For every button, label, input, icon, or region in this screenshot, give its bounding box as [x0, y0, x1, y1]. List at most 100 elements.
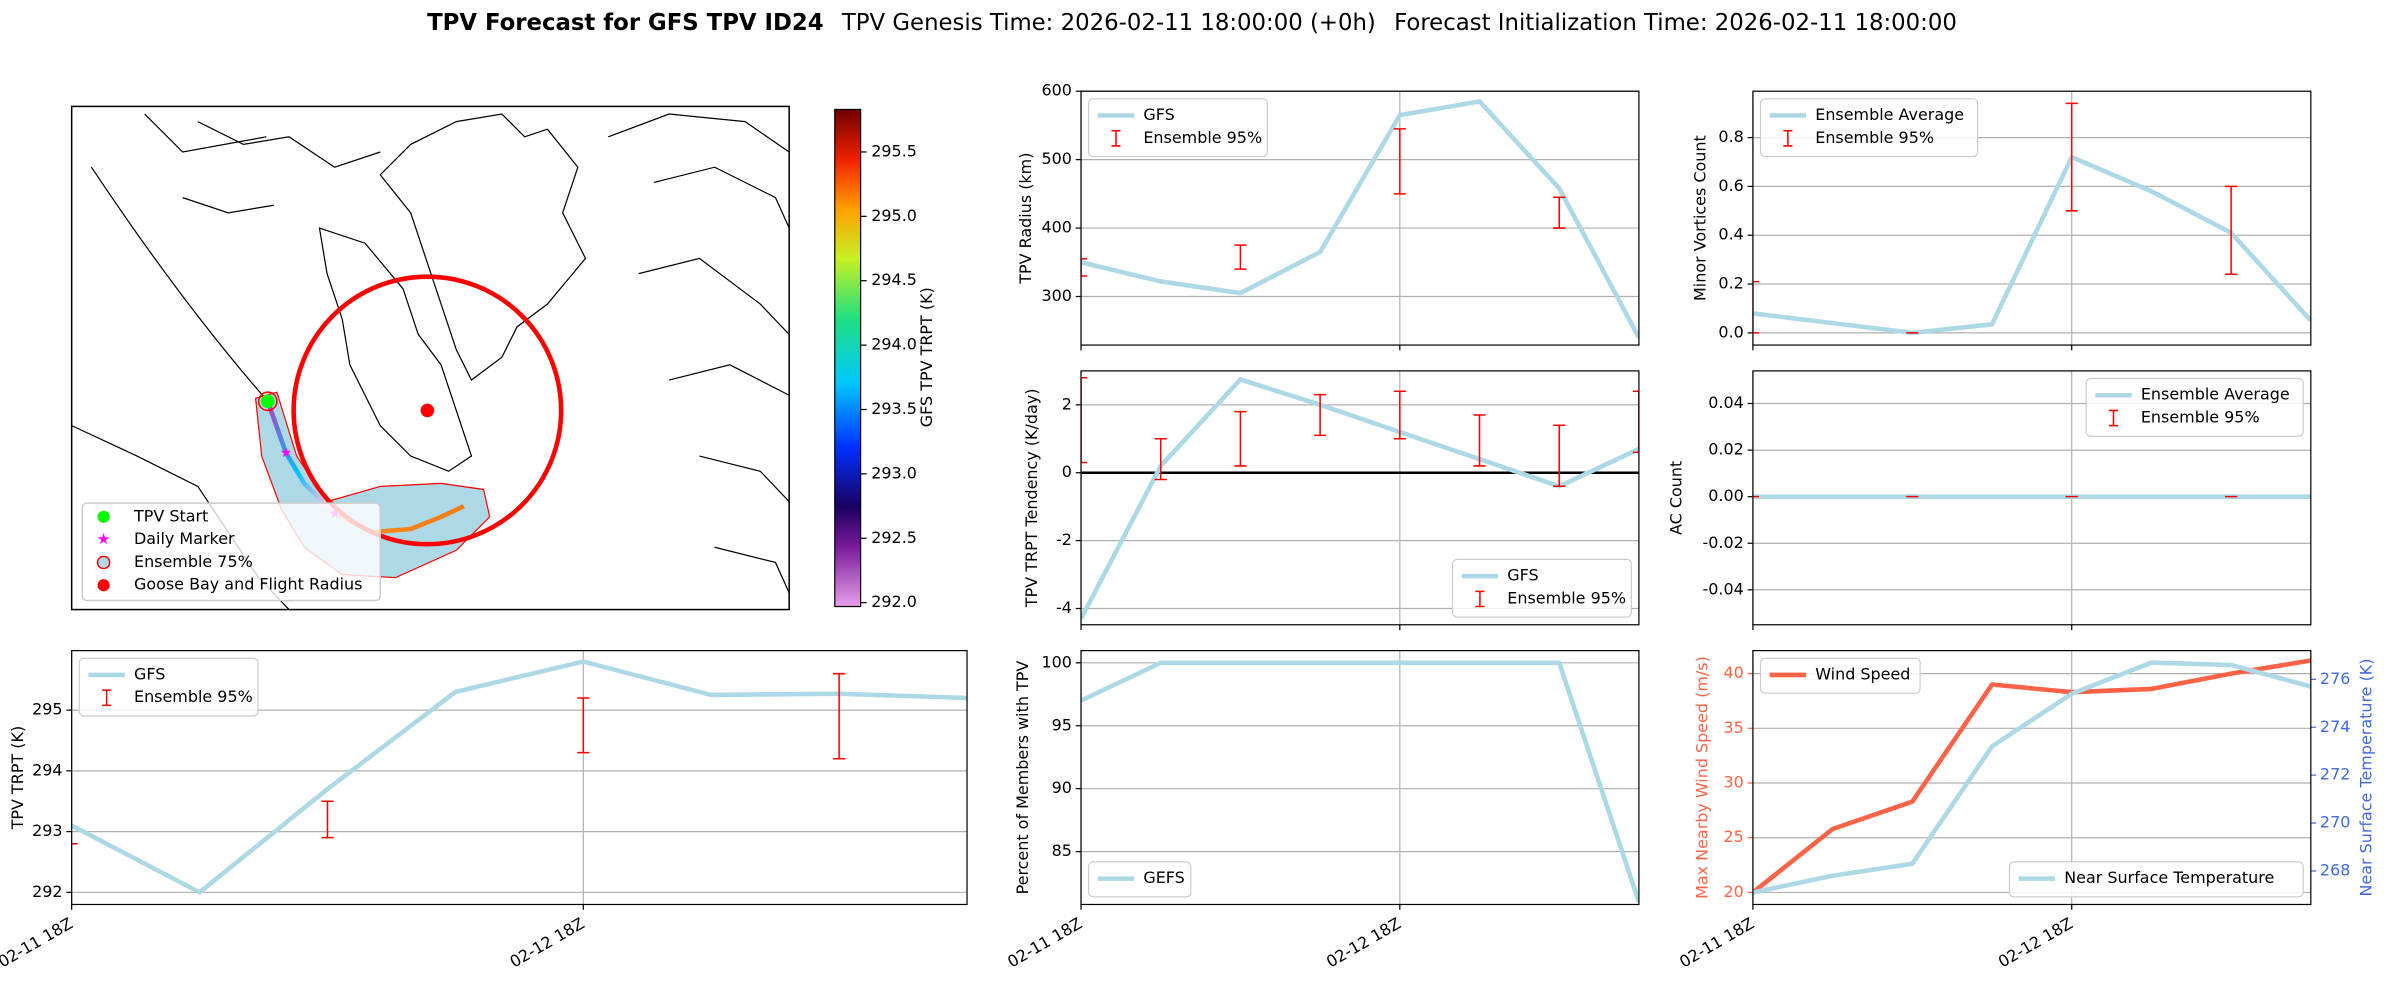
coastline [318, 227, 473, 472]
colorbar-tick-label: 293.5 [871, 399, 917, 418]
plot-frame [1080, 90, 1640, 346]
legend-marker [96, 555, 111, 570]
error-bar [833, 672, 846, 760]
colorbar-tick-label: 295.0 [871, 206, 917, 225]
plot-frame [1752, 90, 2312, 346]
legend [2008, 861, 2304, 898]
panel: 20 25 30 35 40 268 270 272 274 276 02-11 18Z 02-12 … [1676, 650, 2376, 972]
legend-label: GEFS [1143, 868, 1184, 887]
y-axis-label: TPV TRPT (K) [8, 726, 27, 831]
colorbar-tick-label: 292.0 [871, 592, 917, 611]
panel: 0.0 0.2 0.4 0.6 0.8 Minor Vortices Count Ensem… [1691, 90, 2312, 351]
y-tick-label: 500 [1041, 149, 1071, 168]
y-axis-label: Minor Vortices Count [1691, 135, 1710, 301]
y-tick-label: -2 [1056, 530, 1072, 549]
series-line [1081, 377, 1639, 620]
colorbar-tick-label: 294.0 [871, 335, 917, 354]
legend [1759, 98, 1979, 158]
x-tick-label: 02-12 18Z [1323, 914, 1404, 972]
y-axis-label: Percent of Members with TPV [1013, 661, 1032, 895]
x-tick-label: 02-11 18Z [0, 914, 76, 972]
map-legend [81, 502, 382, 602]
y-axis-label: TPV Radius (km) [1016, 153, 1035, 285]
error-bar [321, 800, 334, 839]
series-line [1752, 660, 2311, 895]
series-line [1081, 660, 1639, 903]
figure-title: TPV Forecast for GFS TPV ID24 TPV Genesis… [427, 9, 1957, 35]
legend-swatch [1783, 129, 1793, 147]
panel: 300 400 500 600 TPV Radius (km) GFS Ensemble 9… [1016, 81, 1640, 351]
colorbar-tick-label: 293.0 [871, 463, 917, 482]
legend-label: GFS [134, 664, 165, 683]
legend-label: Ensemble 95% [134, 687, 253, 706]
error-bar [1393, 128, 1406, 195]
y-tick-label: 0.4 [1718, 225, 1743, 244]
error-bar [1154, 438, 1167, 481]
y-tick-label: 292 [32, 882, 62, 901]
y-tick-label: 0.6 [1718, 176, 1743, 195]
y-tick-label: -0.02 [1703, 533, 1744, 552]
error-bar [1234, 244, 1247, 270]
series-line [1752, 154, 2311, 336]
x-tick-label: 02-11 18Z [1004, 914, 1085, 972]
goose-bay [420, 403, 435, 418]
y-tick-label: 300 [1041, 286, 1071, 305]
panel: 292 293 294 295 02-11 18Z 02-12 18Z TPV TRPT (… [0, 650, 968, 972]
x-tick-label: 02-12 18Z [506, 914, 587, 972]
title-init: Forecast Initialization Time: 2026-02-11… [1394, 9, 1957, 35]
legend-label: Ensemble Average [1815, 105, 1964, 124]
map: ★ ★ ★ TPV Start Daily Marker Ensemble 75… [70, 105, 936, 611]
error-bar [1553, 196, 1566, 229]
panel: 85 90 95 100 02-11 18Z 02-12 18Z Percent of Me… [1004, 650, 1640, 972]
y-tick-label: -4 [1056, 598, 1072, 617]
great-circle [144, 113, 267, 153]
y2-tick-label: 268 [2320, 860, 2350, 879]
plot-frame [1080, 370, 1640, 626]
error-bar [1314, 393, 1327, 437]
x-tick-label: 02-11 18Z [1676, 914, 1757, 972]
y-tick-label: 0.00 [1708, 486, 1744, 505]
error-bar [2065, 102, 2078, 212]
y2-tick-label: 270 [2320, 813, 2350, 832]
legend-label: Near Surface Temperature [2064, 868, 2274, 887]
y-tick-label: 0.04 [1708, 393, 1744, 412]
y-tick-label: 400 [1041, 218, 1071, 237]
colorbar-label: GFS TPV TRPT (K) [917, 287, 936, 427]
series-line [1752, 658, 2311, 895]
colorbar-tick-label: 295.5 [871, 141, 917, 160]
colorbar-tick-label: 292.5 [871, 528, 917, 547]
legend-swatch [1475, 590, 1485, 608]
y-tick-label: 0.2 [1718, 274, 1743, 293]
legend-label: Goose Bay and Flight Radius [134, 575, 363, 594]
error-bar [1081, 376, 1088, 464]
y-tick-label: 0.02 [1708, 440, 1744, 459]
error-bar [2225, 185, 2238, 276]
y-tick-label: 20 [1723, 882, 1743, 901]
error-bar [1393, 390, 1406, 440]
error-bar [577, 697, 590, 754]
legend-label: GFS [1507, 566, 1538, 585]
y-axis-label: AC Count [1666, 461, 1685, 535]
plot-frame [1080, 650, 1640, 906]
legend-marker [97, 579, 110, 592]
series-line [71, 659, 968, 895]
y-tick-label: 25 [1723, 827, 1743, 846]
legend-marker [97, 510, 110, 523]
x-tick-label: 02-12 18Z [1995, 914, 2076, 972]
great-circle [90, 166, 269, 402]
legend-label: Ensemble Average [2141, 385, 2290, 404]
error-bar [1632, 390, 1639, 454]
coastline [379, 113, 587, 381]
panel: -0.04 -0.02 0.00 0.02 0.04 AC Count Ensemble A… [1666, 370, 2312, 631]
error-bar [1473, 414, 1486, 467]
daily-marker: ★ [280, 445, 292, 461]
coastline [608, 113, 790, 594]
y2-tick-label: 272 [2320, 765, 2350, 784]
y-tick-label: 294 [32, 760, 62, 779]
legend [2085, 377, 2304, 437]
title-genesis: TPV Genesis Time: 2026-02-11 18:00:00 (+… [841, 9, 1376, 35]
plot-frame [1752, 650, 2312, 906]
y-tick-label: 40 [1723, 663, 1743, 682]
